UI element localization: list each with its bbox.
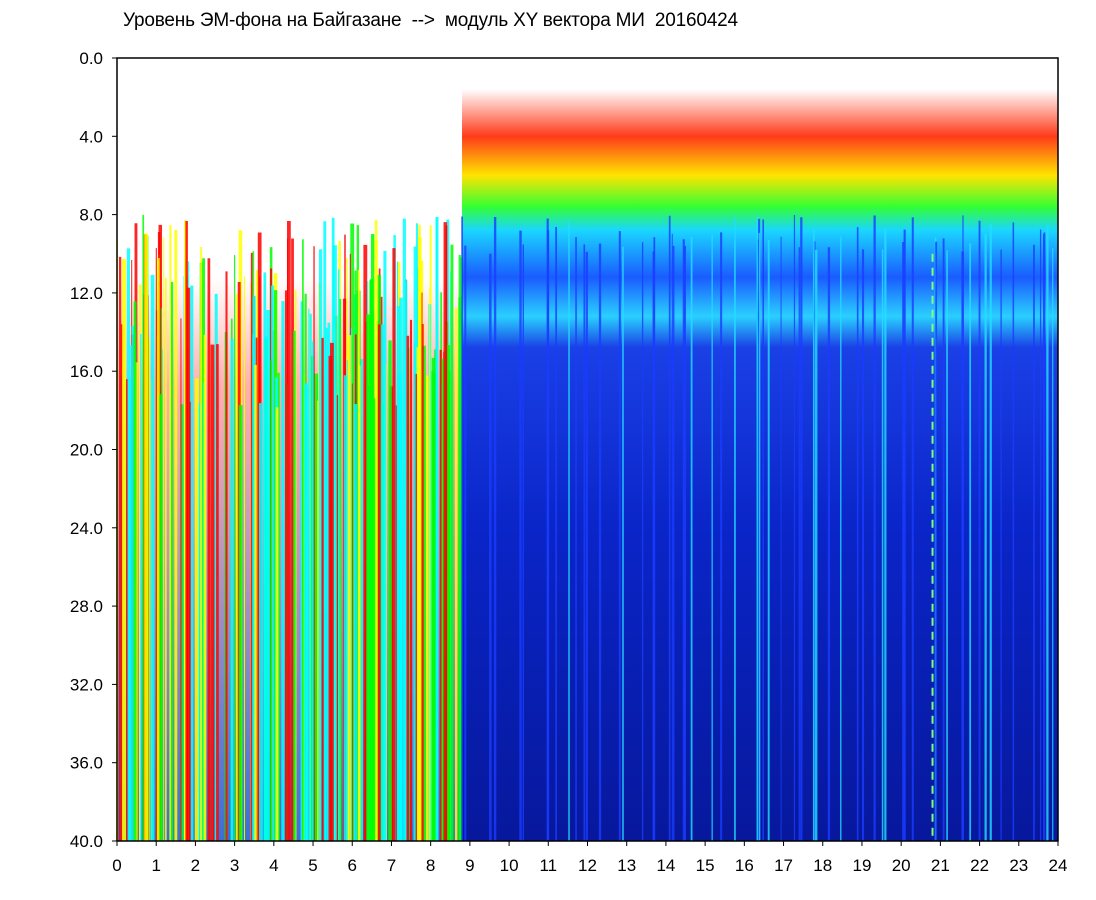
x-tick-label: 22 bbox=[970, 856, 989, 875]
x-tick-label: 3 bbox=[230, 856, 239, 875]
x-tick-label: 18 bbox=[813, 856, 832, 875]
x-tick-label: 16 bbox=[735, 856, 754, 875]
y-tick-label: 28.0 bbox=[70, 597, 103, 616]
x-tick-label: 10 bbox=[500, 856, 519, 875]
x-tick-label: 0 bbox=[112, 856, 121, 875]
x-tick-label: 1 bbox=[151, 856, 160, 875]
x-tick-label: 21 bbox=[931, 856, 950, 875]
y-tick-label: 32.0 bbox=[70, 675, 103, 694]
y-tick-label: 12.0 bbox=[70, 284, 103, 303]
x-tick-label: 2 bbox=[191, 856, 200, 875]
x-tick-label: 8 bbox=[426, 856, 435, 875]
streaks-layer bbox=[116, 214, 1054, 841]
x-tick-label: 20 bbox=[892, 856, 911, 875]
y-tick-label: 16.0 bbox=[70, 362, 103, 381]
x-tick-label: 5 bbox=[308, 856, 317, 875]
x-tick-label: 12 bbox=[578, 856, 597, 875]
x-tick-label: 6 bbox=[348, 856, 357, 875]
x-tick-label: 19 bbox=[852, 856, 871, 875]
y-tick-label: 36.0 bbox=[70, 754, 103, 773]
x-tick-label: 4 bbox=[269, 856, 278, 875]
x-tick-label: 11 bbox=[539, 856, 557, 875]
x-axis: 0 1 2 3 4 5 6 7 8 9 10 11 12 13 14 15 16 17 18 19 20 21 22 23 24 bbox=[112, 841, 1067, 875]
y-tick-label: 24.0 bbox=[70, 519, 103, 538]
x-tick-label: 13 bbox=[617, 856, 636, 875]
y-tick-label: 4.0 bbox=[79, 127, 103, 146]
chart-title: Уровень ЭМ-фона на Байгазане --> модуль … bbox=[123, 10, 738, 31]
y-tick-label: 8.0 bbox=[79, 206, 103, 225]
x-tick-label: 9 bbox=[465, 856, 474, 875]
y-tick-label: 20.0 bbox=[70, 441, 103, 460]
y-tick-label: 0.0 bbox=[79, 49, 103, 68]
x-tick-label: 14 bbox=[656, 856, 675, 875]
x-tick-label: 7 bbox=[387, 856, 396, 875]
x-tick-label: 24 bbox=[1049, 856, 1068, 875]
x-tick-label: 23 bbox=[1009, 856, 1028, 875]
x-tick-label: 15 bbox=[696, 856, 715, 875]
y-tick-label: 40.0 bbox=[70, 832, 103, 851]
y-axis: 0.0 4.0 8.0 12.0 16.0 20.0 24.0 28.0 32.0 36.0 40.… bbox=[70, 49, 117, 851]
x-tick-label: 17 bbox=[774, 856, 793, 875]
